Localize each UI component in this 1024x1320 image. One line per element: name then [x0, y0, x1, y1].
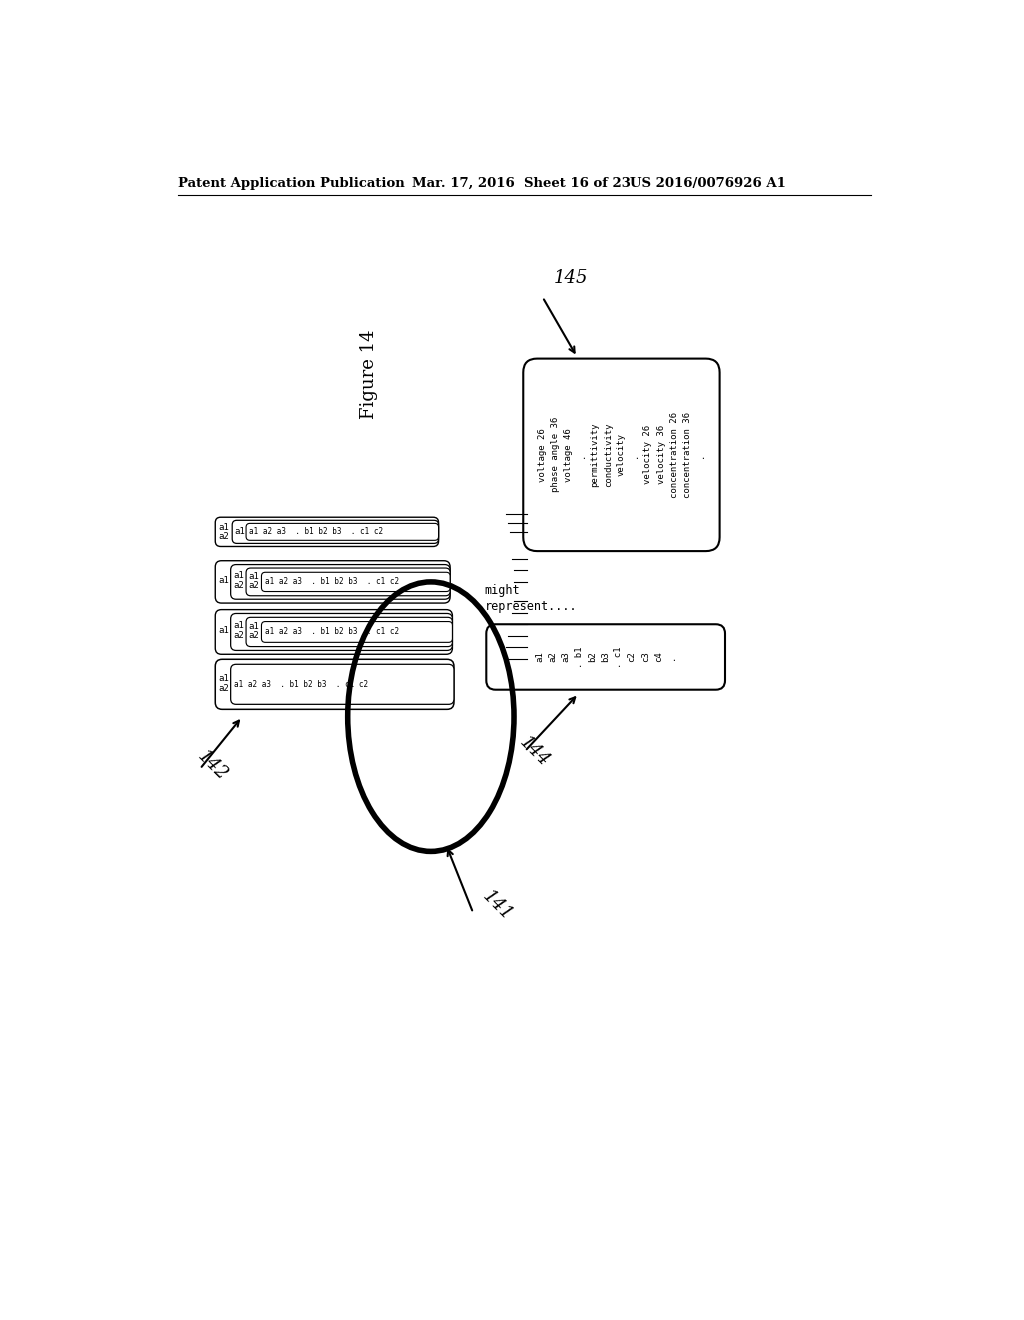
Text: a1: a1 [218, 626, 229, 635]
FancyBboxPatch shape [246, 618, 453, 647]
FancyBboxPatch shape [215, 659, 454, 709]
Text: a1 a2 a3  . b1 b2 b3  . c1 c2: a1 a2 a3 . b1 b2 b3 . c1 c2 [249, 528, 383, 536]
FancyBboxPatch shape [246, 568, 451, 595]
Text: a1: a1 [249, 622, 259, 631]
Text: a1: a1 [218, 673, 229, 682]
Text: a1 a2 a3  . b1 b2 b3  . c1 c2: a1 a2 a3 . b1 b2 b3 . c1 c2 [233, 680, 368, 689]
FancyBboxPatch shape [215, 517, 438, 546]
FancyBboxPatch shape [215, 610, 453, 655]
Text: a1 a2 a3  . b1 b2 b3  . c1 c2: a1 a2 a3 . b1 b2 b3 . c1 c2 [264, 577, 398, 586]
Text: a2: a2 [233, 631, 244, 640]
Text: 142: 142 [194, 747, 230, 784]
FancyBboxPatch shape [523, 359, 720, 552]
Text: voltage 26
phase angle 36
voltage 46
.
permittivity
conductivity
velocity
.
velo: voltage 26 phase angle 36 voltage 46 . p… [538, 412, 706, 498]
Text: a2: a2 [233, 581, 244, 590]
FancyBboxPatch shape [486, 624, 725, 689]
Text: might
represent....: might represent.... [484, 583, 578, 612]
Text: Figure 14: Figure 14 [360, 329, 378, 418]
Text: a1: a1 [233, 620, 244, 630]
Text: a1: a1 [249, 572, 259, 581]
Text: 141: 141 [478, 887, 516, 925]
FancyBboxPatch shape [230, 565, 451, 599]
Text: a1: a1 [234, 527, 246, 536]
FancyBboxPatch shape [261, 573, 451, 591]
Text: US 2016/0076926 A1: US 2016/0076926 A1 [630, 177, 785, 190]
Text: a1: a1 [218, 576, 229, 585]
Text: a2: a2 [218, 532, 229, 541]
Text: a2: a2 [218, 685, 229, 693]
Text: Patent Application Publication: Patent Application Publication [178, 177, 406, 190]
Text: a1 a2 a3  . b1 b2 b3  . c1 c2: a1 a2 a3 . b1 b2 b3 . c1 c2 [264, 627, 398, 636]
Text: a1: a1 [218, 523, 229, 532]
Text: a1
a2
a3
. b1
b2
b3
. c1
c2
c3
c4
.: a1 a2 a3 . b1 b2 b3 . c1 c2 c3 c4 . [536, 647, 676, 668]
FancyBboxPatch shape [230, 614, 453, 651]
FancyBboxPatch shape [215, 561, 451, 603]
FancyBboxPatch shape [232, 520, 438, 544]
Text: a1: a1 [233, 572, 244, 581]
Text: 145: 145 [554, 269, 589, 288]
FancyBboxPatch shape [261, 622, 453, 643]
Text: 144: 144 [515, 734, 553, 771]
Text: Mar. 17, 2016  Sheet 16 of 23: Mar. 17, 2016 Sheet 16 of 23 [412, 177, 631, 190]
Text: a2: a2 [249, 581, 259, 590]
FancyBboxPatch shape [230, 664, 454, 705]
FancyBboxPatch shape [246, 524, 438, 540]
Text: a2: a2 [249, 631, 259, 640]
